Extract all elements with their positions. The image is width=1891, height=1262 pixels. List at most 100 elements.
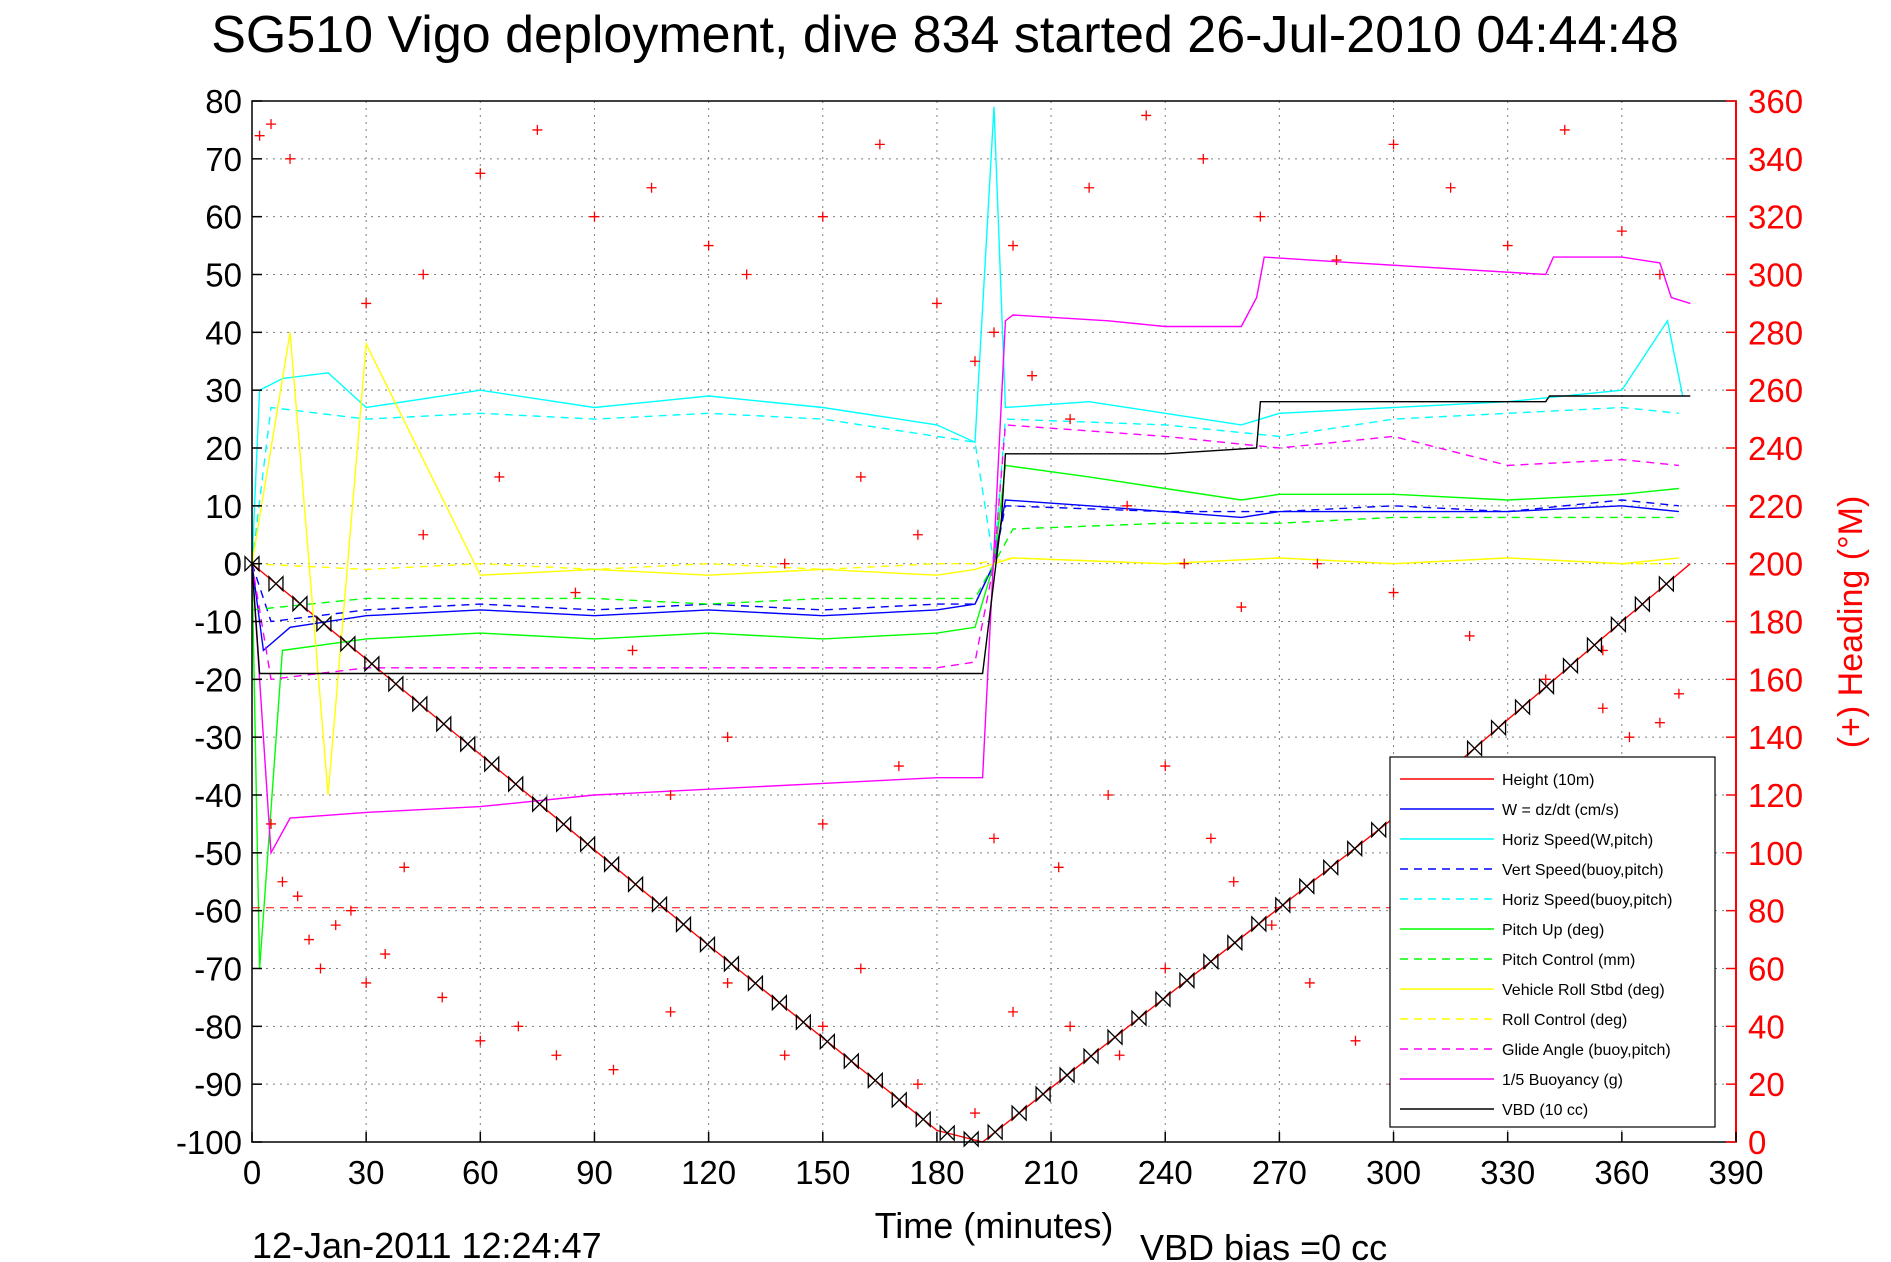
- heading-point: [1008, 240, 1019, 251]
- y2-tick-label: 20: [1748, 1066, 1785, 1103]
- heading-point: [646, 182, 657, 193]
- x-tick-label: 360: [1594, 1154, 1649, 1191]
- heading-point: [1160, 963, 1171, 974]
- y-tick-label: 20: [205, 430, 242, 467]
- heading-point: [475, 1035, 486, 1046]
- y2-tick-label: 120: [1748, 777, 1803, 814]
- footer-timestamp: 12-Jan-2011 12:24:47: [252, 1225, 602, 1262]
- y-tick-label: 30: [205, 372, 242, 409]
- heading-point: [779, 558, 790, 569]
- legend-label: Roll Control (deg): [1502, 1012, 1627, 1029]
- height-marker: [915, 1110, 931, 1128]
- height-marker: [675, 915, 692, 933]
- x-tick-label: 240: [1138, 1154, 1193, 1191]
- x-tick-label: 60: [462, 1154, 499, 1191]
- height-marker: [723, 955, 740, 973]
- heading-point: [912, 529, 923, 540]
- heading-point: [722, 732, 733, 743]
- x-tick-label: 180: [909, 1154, 964, 1191]
- y2-tick-label: 240: [1748, 430, 1803, 467]
- x-tick-label: 330: [1480, 1154, 1535, 1191]
- y-tick-label: -20: [194, 661, 242, 698]
- heading-point: [1312, 558, 1323, 569]
- y-tick-label: 10: [205, 488, 242, 525]
- y-tick-label: 80: [205, 83, 242, 120]
- heading-point: [1205, 833, 1216, 844]
- heading-point: [608, 1064, 619, 1075]
- height-marker: [484, 755, 500, 773]
- heading-point: [1445, 182, 1456, 193]
- legend-label: Horiz Speed(W,pitch): [1502, 832, 1653, 849]
- height-marker: [771, 994, 788, 1012]
- heading-point: [1103, 790, 1114, 800]
- heading-point: [1540, 674, 1551, 685]
- heading-point: [1065, 414, 1076, 425]
- heading-point: [570, 587, 581, 598]
- heading-point: [741, 269, 752, 280]
- height-marker: [1203, 952, 1219, 971]
- height-marker: [1107, 1028, 1123, 1046]
- heading-point: [1502, 240, 1513, 251]
- heading-point: [1114, 1050, 1125, 1061]
- height-marker: [1011, 1104, 1027, 1122]
- y2-tick-label: 40: [1748, 1008, 1785, 1045]
- heading-point: [304, 934, 315, 945]
- y2-axis-label: (+) Heading (°M): [1832, 496, 1870, 749]
- x-tick-label: 0: [243, 1154, 261, 1191]
- heading-point: [277, 876, 288, 887]
- legend-label: 1/5 Buoyancy (g): [1502, 1072, 1623, 1089]
- heading-point: [1388, 587, 1399, 598]
- y-tick-label: 50: [205, 257, 242, 294]
- heading-point: [494, 471, 505, 482]
- x-tick-label: 270: [1252, 1154, 1307, 1191]
- height-markers: [244, 555, 1675, 1148]
- height-marker: [603, 855, 620, 873]
- heading-point: [817, 211, 828, 222]
- heading-point: [931, 298, 942, 309]
- heading-point: [1198, 153, 1209, 164]
- heading-point: [1654, 269, 1665, 280]
- height-marker: [1347, 840, 1363, 858]
- height-marker: [1514, 698, 1531, 716]
- height-marker: [268, 575, 284, 593]
- heading-point: [1236, 602, 1247, 613]
- heading-point: [1255, 211, 1266, 222]
- x-tick-label: 90: [576, 1154, 613, 1191]
- heading-point: [266, 818, 277, 829]
- heading-point: [1624, 732, 1635, 743]
- heading-point: [266, 119, 277, 130]
- heading-point: [330, 920, 341, 931]
- series-line: [251, 557, 1679, 571]
- y-tick-label: -80: [194, 1008, 242, 1045]
- heading-point: [1141, 110, 1152, 121]
- height-marker: [867, 1071, 883, 1090]
- y2-tick-label: 280: [1748, 314, 1803, 351]
- legend-label: Vehicle Roll Stbd (deg): [1502, 982, 1665, 999]
- y2-tick-label: 160: [1748, 661, 1803, 698]
- y2-tick-label: 180: [1748, 604, 1803, 641]
- heading-point: [1388, 139, 1399, 150]
- heading-point: [1179, 558, 1190, 569]
- y-tick-label: -60: [194, 893, 242, 930]
- y2-axis-ticks: 3603403203002802602402202001801601401201…: [1726, 83, 1803, 1161]
- heading-point: [1160, 761, 1171, 772]
- heading-point: [475, 168, 486, 179]
- y-tick-label: 60: [205, 199, 242, 236]
- y-tick-label: 0: [224, 546, 242, 583]
- heading-point: [254, 130, 265, 141]
- series-line: [251, 424, 1679, 681]
- y-tick-label: 40: [205, 314, 242, 351]
- legend: Height (10m) W = dz/dt (cm/s) Horiz Speed(…: [1389, 756, 1716, 1128]
- height-marker: [1251, 915, 1267, 933]
- heading-point: [1464, 630, 1475, 641]
- y2-tick-label: 80: [1748, 893, 1785, 930]
- heading-point: [418, 269, 429, 280]
- height-marker: [795, 1013, 812, 1031]
- heading-point: [1053, 862, 1064, 873]
- height-marker: [1131, 1009, 1147, 1027]
- y2-tick-label: 100: [1748, 835, 1803, 872]
- height-marker: [1059, 1066, 1075, 1084]
- height-marker: [1562, 657, 1579, 675]
- heading-point: [285, 153, 296, 164]
- y2-tick-label: 340: [1748, 141, 1803, 178]
